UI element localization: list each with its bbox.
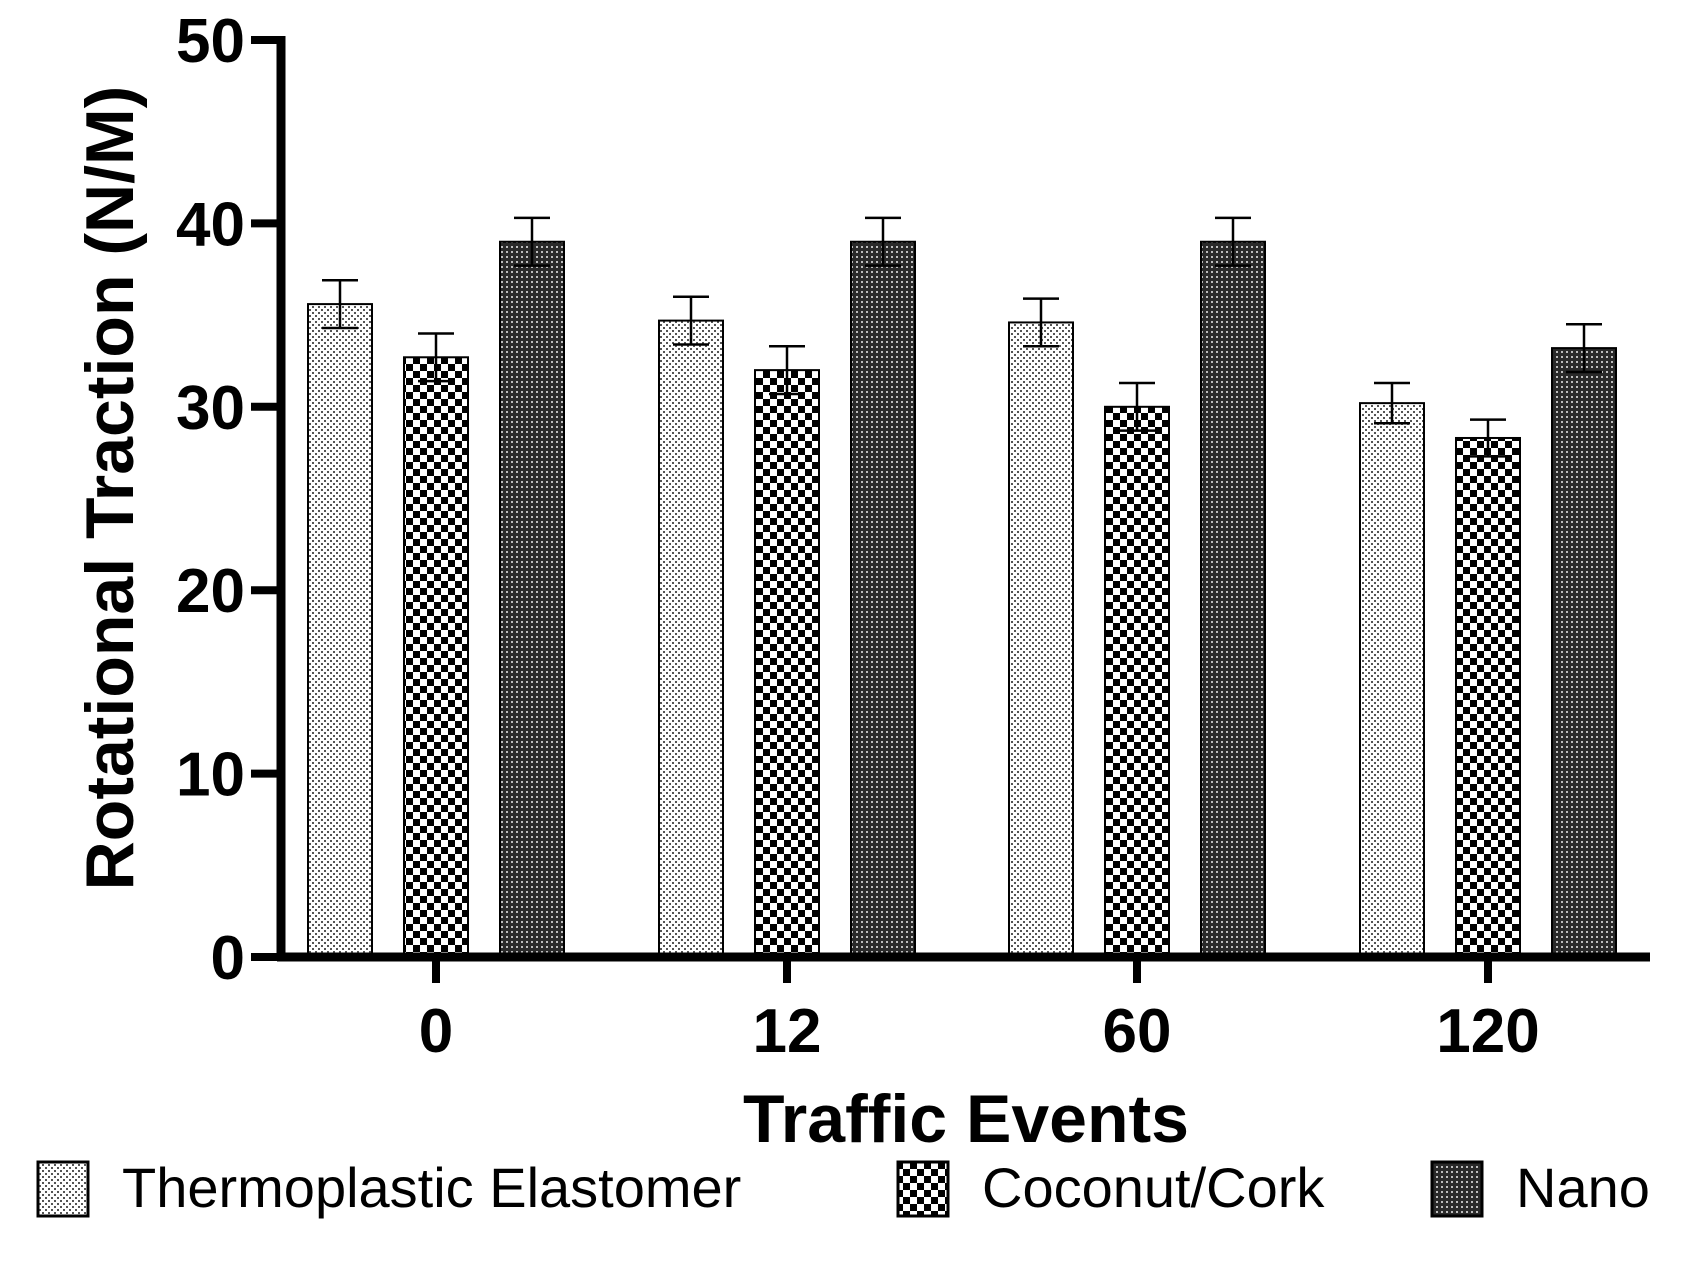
error-bar xyxy=(1374,381,1410,425)
legend-label: Coconut/Cork xyxy=(982,1156,1325,1219)
bar xyxy=(658,319,724,958)
y-tick-label: 20 xyxy=(176,557,245,626)
error-bar xyxy=(418,332,454,383)
y-tick-label: 50 xyxy=(176,7,245,76)
legend-item: Thermoplastic Elastomer xyxy=(36,1156,741,1219)
error-bar xyxy=(1119,381,1155,432)
x-tick-label: 60 xyxy=(1103,997,1172,1066)
y-axis-title: Rotational Traction (N/M) xyxy=(72,86,148,891)
x-axis-title: Traffic Events xyxy=(743,1081,1189,1157)
error-bar xyxy=(865,216,901,267)
bar xyxy=(1551,347,1617,958)
error-bar xyxy=(1566,323,1602,374)
bar xyxy=(850,240,916,959)
x-tick-label: 0 xyxy=(419,997,453,1066)
legend: Thermoplastic Elastomer Coconut/Cork Nano xyxy=(36,1156,1650,1219)
legend-swatch xyxy=(1430,1160,1484,1218)
y-tick-label: 0 xyxy=(211,924,245,993)
y-tick-label: 40 xyxy=(176,190,245,259)
y-tick-label: 10 xyxy=(176,741,245,810)
bar xyxy=(1008,321,1074,959)
bar xyxy=(1455,436,1521,958)
error-bar xyxy=(1470,418,1506,458)
bar xyxy=(307,303,373,958)
bar xyxy=(1200,240,1266,959)
legend-swatch xyxy=(36,1160,90,1218)
bar xyxy=(499,240,565,959)
error-bar xyxy=(322,279,358,330)
x-tick-label: 12 xyxy=(753,997,822,1066)
error-bar xyxy=(1023,297,1059,348)
error-bars-layer xyxy=(322,216,1602,458)
bars-layer xyxy=(307,240,1617,959)
error-bar xyxy=(769,345,805,396)
y-tick-label: 30 xyxy=(176,374,245,443)
x-ticks-layer: 0 12 60 120 xyxy=(419,957,1540,1066)
error-bar xyxy=(673,295,709,346)
bar xyxy=(754,369,820,958)
legend-label: Nano xyxy=(1516,1156,1650,1219)
bar xyxy=(1104,405,1170,958)
bar xyxy=(1359,402,1425,958)
y-ticks-layer: 0 10 20 30 40 50 xyxy=(176,7,281,993)
error-bar xyxy=(1215,216,1251,267)
error-bar xyxy=(514,216,550,267)
legend-item: Nano xyxy=(1430,1156,1650,1219)
legend-swatch xyxy=(896,1160,950,1218)
bar xyxy=(403,356,469,959)
x-tick-label: 120 xyxy=(1436,997,1539,1066)
legend-label: Thermoplastic Elastomer xyxy=(122,1156,741,1219)
legend-item: Coconut/Cork xyxy=(896,1156,1325,1219)
